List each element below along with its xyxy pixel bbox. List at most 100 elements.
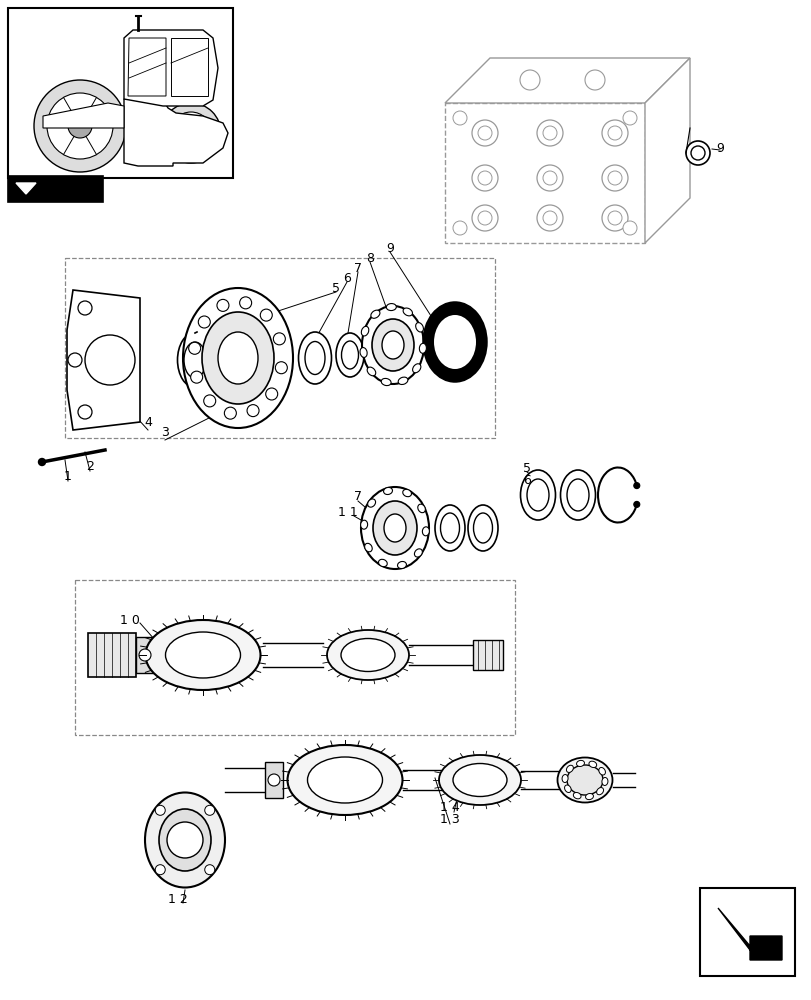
Circle shape <box>161 103 221 163</box>
Ellipse shape <box>145 620 260 690</box>
Ellipse shape <box>145 792 225 887</box>
Circle shape <box>139 649 151 661</box>
Bar <box>88 633 135 677</box>
Ellipse shape <box>412 364 420 373</box>
Ellipse shape <box>439 755 521 805</box>
Circle shape <box>204 395 216 407</box>
Ellipse shape <box>159 809 211 871</box>
Ellipse shape <box>402 308 412 316</box>
Text: 1: 1 <box>64 471 72 484</box>
Circle shape <box>78 301 92 315</box>
Text: 6: 6 <box>522 474 530 487</box>
Text: 4: 4 <box>144 416 152 430</box>
Ellipse shape <box>341 341 358 369</box>
Ellipse shape <box>566 479 588 511</box>
Circle shape <box>543 211 556 225</box>
Polygon shape <box>171 38 208 96</box>
Text: 9: 9 <box>385 241 393 254</box>
Circle shape <box>471 205 497 231</box>
Circle shape <box>584 70 604 90</box>
Ellipse shape <box>585 794 593 800</box>
Ellipse shape <box>380 378 391 386</box>
Ellipse shape <box>359 348 367 357</box>
Ellipse shape <box>422 527 429 536</box>
Ellipse shape <box>305 342 324 374</box>
Ellipse shape <box>564 785 570 793</box>
Circle shape <box>167 822 203 858</box>
Text: 5: 5 <box>332 282 340 294</box>
Circle shape <box>478 211 491 225</box>
Circle shape <box>188 342 200 354</box>
Circle shape <box>155 865 165 875</box>
Circle shape <box>68 353 82 367</box>
Ellipse shape <box>367 499 375 507</box>
Circle shape <box>601 120 627 146</box>
Bar <box>444 103 644 243</box>
Ellipse shape <box>473 513 492 543</box>
Text: 1 3: 1 3 <box>440 813 459 826</box>
Circle shape <box>601 165 627 191</box>
Circle shape <box>247 405 259 417</box>
Circle shape <box>275 362 287 374</box>
Text: 1 1: 1 1 <box>337 506 358 518</box>
Ellipse shape <box>415 323 423 332</box>
Polygon shape <box>67 290 139 430</box>
Ellipse shape <box>362 306 423 384</box>
Circle shape <box>265 388 277 400</box>
Circle shape <box>536 120 562 146</box>
Circle shape <box>607 126 621 140</box>
Ellipse shape <box>467 505 497 551</box>
Polygon shape <box>43 103 124 128</box>
Ellipse shape <box>397 377 407 385</box>
Bar <box>699 888 794 976</box>
Ellipse shape <box>566 765 603 795</box>
Circle shape <box>260 309 272 321</box>
Circle shape <box>239 297 251 309</box>
Ellipse shape <box>327 630 409 680</box>
Bar <box>8 8 233 178</box>
Ellipse shape <box>561 775 568 783</box>
Ellipse shape <box>287 745 402 815</box>
Ellipse shape <box>418 343 426 353</box>
Circle shape <box>478 171 491 185</box>
Ellipse shape <box>588 761 596 768</box>
Circle shape <box>519 70 539 90</box>
Text: 8: 8 <box>366 251 374 264</box>
Circle shape <box>224 407 236 419</box>
Circle shape <box>471 120 497 146</box>
Circle shape <box>453 221 466 235</box>
Circle shape <box>478 126 491 140</box>
Ellipse shape <box>372 501 417 555</box>
Polygon shape <box>128 38 165 96</box>
Ellipse shape <box>576 760 584 766</box>
Circle shape <box>536 205 562 231</box>
Ellipse shape <box>360 520 367 529</box>
Circle shape <box>633 501 639 507</box>
Circle shape <box>622 111 636 125</box>
Ellipse shape <box>520 470 555 520</box>
Ellipse shape <box>336 333 363 377</box>
Circle shape <box>607 211 621 225</box>
Ellipse shape <box>601 777 607 785</box>
Polygon shape <box>444 58 689 103</box>
Ellipse shape <box>383 487 392 495</box>
Ellipse shape <box>202 312 273 404</box>
Circle shape <box>155 805 165 815</box>
Ellipse shape <box>364 543 371 552</box>
Circle shape <box>453 111 466 125</box>
Ellipse shape <box>184 342 206 378</box>
Ellipse shape <box>361 326 368 336</box>
Circle shape <box>471 165 497 191</box>
Text: 5: 5 <box>522 462 530 475</box>
Text: 6: 6 <box>342 271 350 284</box>
Circle shape <box>268 774 280 786</box>
Ellipse shape <box>453 763 506 796</box>
Bar <box>75 580 514 735</box>
Polygon shape <box>16 183 36 194</box>
Text: 7: 7 <box>354 261 362 274</box>
Circle shape <box>543 171 556 185</box>
Circle shape <box>273 333 285 345</box>
Ellipse shape <box>414 549 422 557</box>
Circle shape <box>633 483 639 489</box>
Text: 2: 2 <box>86 460 94 474</box>
